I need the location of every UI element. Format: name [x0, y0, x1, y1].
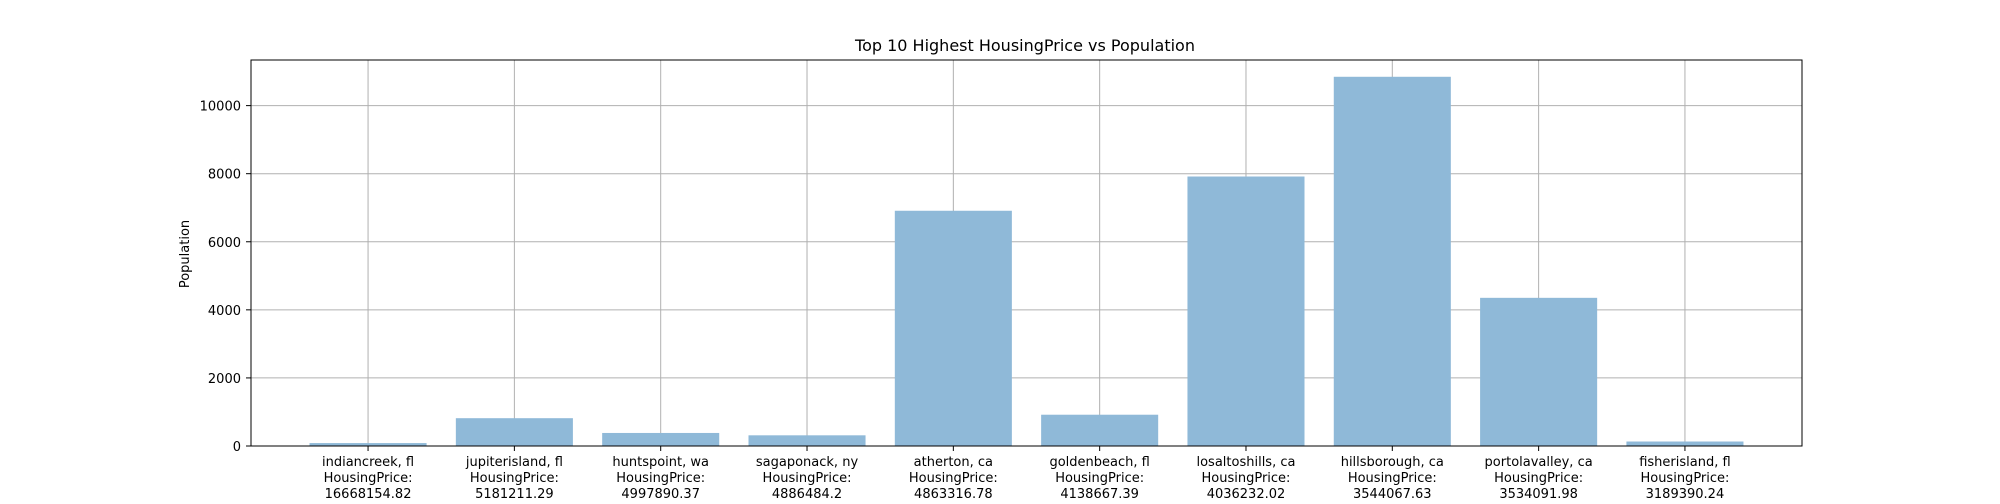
x-tick-label: fisherisland, fl HousingPrice: 3189390.24 — [1639, 455, 1730, 500]
y-axis-ticks: 0 2000 4000 6000 8000 10000 — [200, 100, 251, 455]
y-axis-label: Population — [178, 220, 193, 288]
x-tick-label: huntspoint, wa HousingPrice: 4997890.37 — [612, 455, 709, 500]
x-tick-label: goldenbeach, fl HousingPrice: 4138667.39 — [1049, 455, 1149, 500]
bar — [1041, 414, 1159, 446]
bar-series — [309, 76, 1744, 446]
x-tick-label: sagaponack, ny HousingPrice: 4886484.2 — [756, 455, 859, 500]
bar — [602, 432, 720, 446]
x-tick-label: atherton, ca HousingPrice: 4863316.78 — [909, 455, 998, 500]
y-tick-label: 10000 — [200, 100, 241, 115]
bar — [1626, 441, 1744, 446]
x-tick-label: portolavalley, ca HousingPrice: 3534091.98 — [1485, 455, 1593, 500]
bar — [1480, 297, 1598, 446]
y-tick-label: 8000 — [208, 168, 241, 183]
bar — [748, 435, 866, 446]
bar — [1333, 76, 1451, 446]
bar — [894, 210, 1012, 446]
bar — [309, 443, 427, 446]
x-tick-label: losaltoshills, ca HousingPrice: 4036232.02 — [1196, 455, 1295, 500]
x-axis-ticks: indiancreek, fl HousingPrice: 16668154.82 j… — [322, 446, 1731, 502]
x-tick-label: indiancreek, fl HousingPrice: 16668154.82 — [322, 455, 414, 500]
bar — [1187, 176, 1305, 446]
y-tick-label: 6000 — [208, 236, 241, 251]
y-tick-label: 2000 — [208, 372, 241, 387]
plot-frame — [250, 59, 1803, 447]
x-tick-label: hillsborough, ca HousingPrice: 3544067.63 — [1341, 455, 1444, 500]
y-tick-label: 0 — [233, 440, 241, 455]
y-tick-label: 4000 — [208, 304, 241, 319]
chart-title: Top 10 Highest HousingPrice vs Populatio… — [854, 36, 1195, 55]
bar — [455, 418, 573, 446]
x-tick-label: jupiterisland, fl HousingPrice: 5181211.29 — [465, 455, 563, 500]
